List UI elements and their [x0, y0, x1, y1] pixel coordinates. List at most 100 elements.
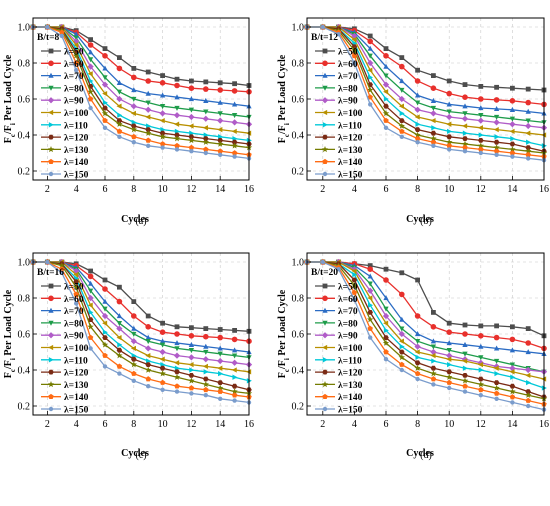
- data-point: [415, 354, 421, 361]
- data-point: [525, 108, 531, 114]
- data-point: [525, 130, 531, 136]
- data-point: [131, 74, 137, 81]
- data-point: [159, 379, 166, 385]
- data-point: [430, 338, 437, 344]
- data-point: [431, 125, 437, 131]
- x-axis-label: Cycles: [406, 448, 434, 459]
- data-point: [336, 267, 341, 272]
- data-point: [188, 96, 195, 102]
- data-point: [218, 370, 224, 377]
- data-point: [203, 349, 209, 355]
- legend-marker: [48, 85, 54, 91]
- data-point: [431, 143, 436, 148]
- data-point: [509, 347, 516, 353]
- data-point: [493, 390, 500, 396]
- data-point: [367, 67, 373, 73]
- data-point: [102, 335, 108, 340]
- data-point: [58, 262, 65, 269]
- data-point: [430, 352, 436, 359]
- data-point: [102, 329, 108, 335]
- data-point: [87, 42, 94, 48]
- data-point: [130, 126, 137, 133]
- data-point: [102, 298, 108, 304]
- legend-marker: [48, 307, 54, 313]
- x-tick-label: 12: [476, 184, 486, 195]
- data-point: [478, 333, 484, 339]
- data-point: [525, 340, 531, 346]
- data-point: [383, 125, 389, 130]
- y-tick-label: 0.4: [18, 131, 31, 142]
- legend-title: B/t=16: [37, 268, 64, 278]
- legend-marker: [48, 134, 54, 140]
- data-point: [102, 65, 108, 71]
- data-point: [510, 85, 515, 91]
- panel-caption: (a): [135, 216, 146, 227]
- data-point: [217, 327, 223, 332]
- chart-panel-b: 2 4 6 8 10 12 14 16 0.2 0.4 0.6 0.8 1.0 Cycles Fc/Fi P…: [277, 17, 549, 227]
- legend-marker: [48, 60, 54, 67]
- legend-marker: [322, 307, 328, 313]
- data-point: [525, 147, 532, 154]
- legend-marker: [47, 97, 55, 104]
- data-point: [217, 148, 223, 154]
- y-tick-label: 1.0: [18, 258, 31, 269]
- series-λ=150: [304, 24, 547, 163]
- legend-marker: [321, 97, 329, 104]
- data-point: [174, 94, 180, 100]
- x-axis-label: Cycles: [121, 448, 149, 459]
- data-point: [494, 84, 499, 90]
- data-point: [367, 316, 374, 323]
- data-point: [117, 112, 123, 118]
- data-point: [117, 134, 122, 139]
- data-point: [130, 103, 137, 110]
- data-point: [188, 113, 195, 121]
- series-line: [307, 261, 545, 350]
- data-point: [478, 386, 484, 393]
- data-point: [159, 104, 166, 110]
- data-point: [203, 97, 209, 103]
- x-tick-label: 10: [158, 184, 168, 195]
- series-λ=50: [30, 259, 252, 334]
- data-point: [526, 379, 532, 386]
- data-point: [131, 378, 136, 383]
- legend-label: λ=70: [64, 307, 84, 317]
- data-point: [174, 121, 180, 127]
- data-point: [414, 370, 421, 376]
- data-point: [430, 344, 437, 350]
- data-point: [509, 369, 515, 375]
- data-point: [493, 97, 500, 103]
- data-point: [202, 356, 209, 363]
- data-point: [398, 103, 404, 109]
- data-point: [173, 352, 181, 359]
- data-point: [174, 389, 180, 394]
- x-tick-label: 8: [131, 184, 136, 195]
- data-point: [414, 127, 421, 132]
- y-tick-label: 1.0: [18, 23, 31, 34]
- data-point: [415, 140, 420, 145]
- data-point: [382, 339, 390, 346]
- data-point: [145, 352, 151, 359]
- data-point: [462, 103, 468, 109]
- data-point: [218, 152, 223, 157]
- data-point: [431, 358, 437, 364]
- data-point: [510, 135, 516, 142]
- data-point: [525, 366, 532, 374]
- data-point: [217, 140, 224, 147]
- x-tick-label: 2: [45, 184, 50, 195]
- legend-marker: [322, 122, 328, 128]
- data-point: [446, 142, 452, 149]
- data-point: [414, 349, 420, 355]
- series-line: [33, 26, 250, 156]
- legend-title: B/t=12: [311, 33, 338, 43]
- x-tick-label: 12: [476, 419, 486, 430]
- legend-marker: [48, 393, 54, 400]
- data-point: [203, 146, 209, 152]
- series-λ=150: [30, 259, 252, 405]
- x-tick-label: 8: [415, 419, 420, 430]
- data-point: [116, 321, 123, 327]
- data-point: [399, 78, 405, 84]
- data-point: [430, 130, 437, 136]
- data-point: [87, 334, 94, 340]
- legend-marker: [322, 283, 328, 289]
- legend-marker: [322, 406, 328, 412]
